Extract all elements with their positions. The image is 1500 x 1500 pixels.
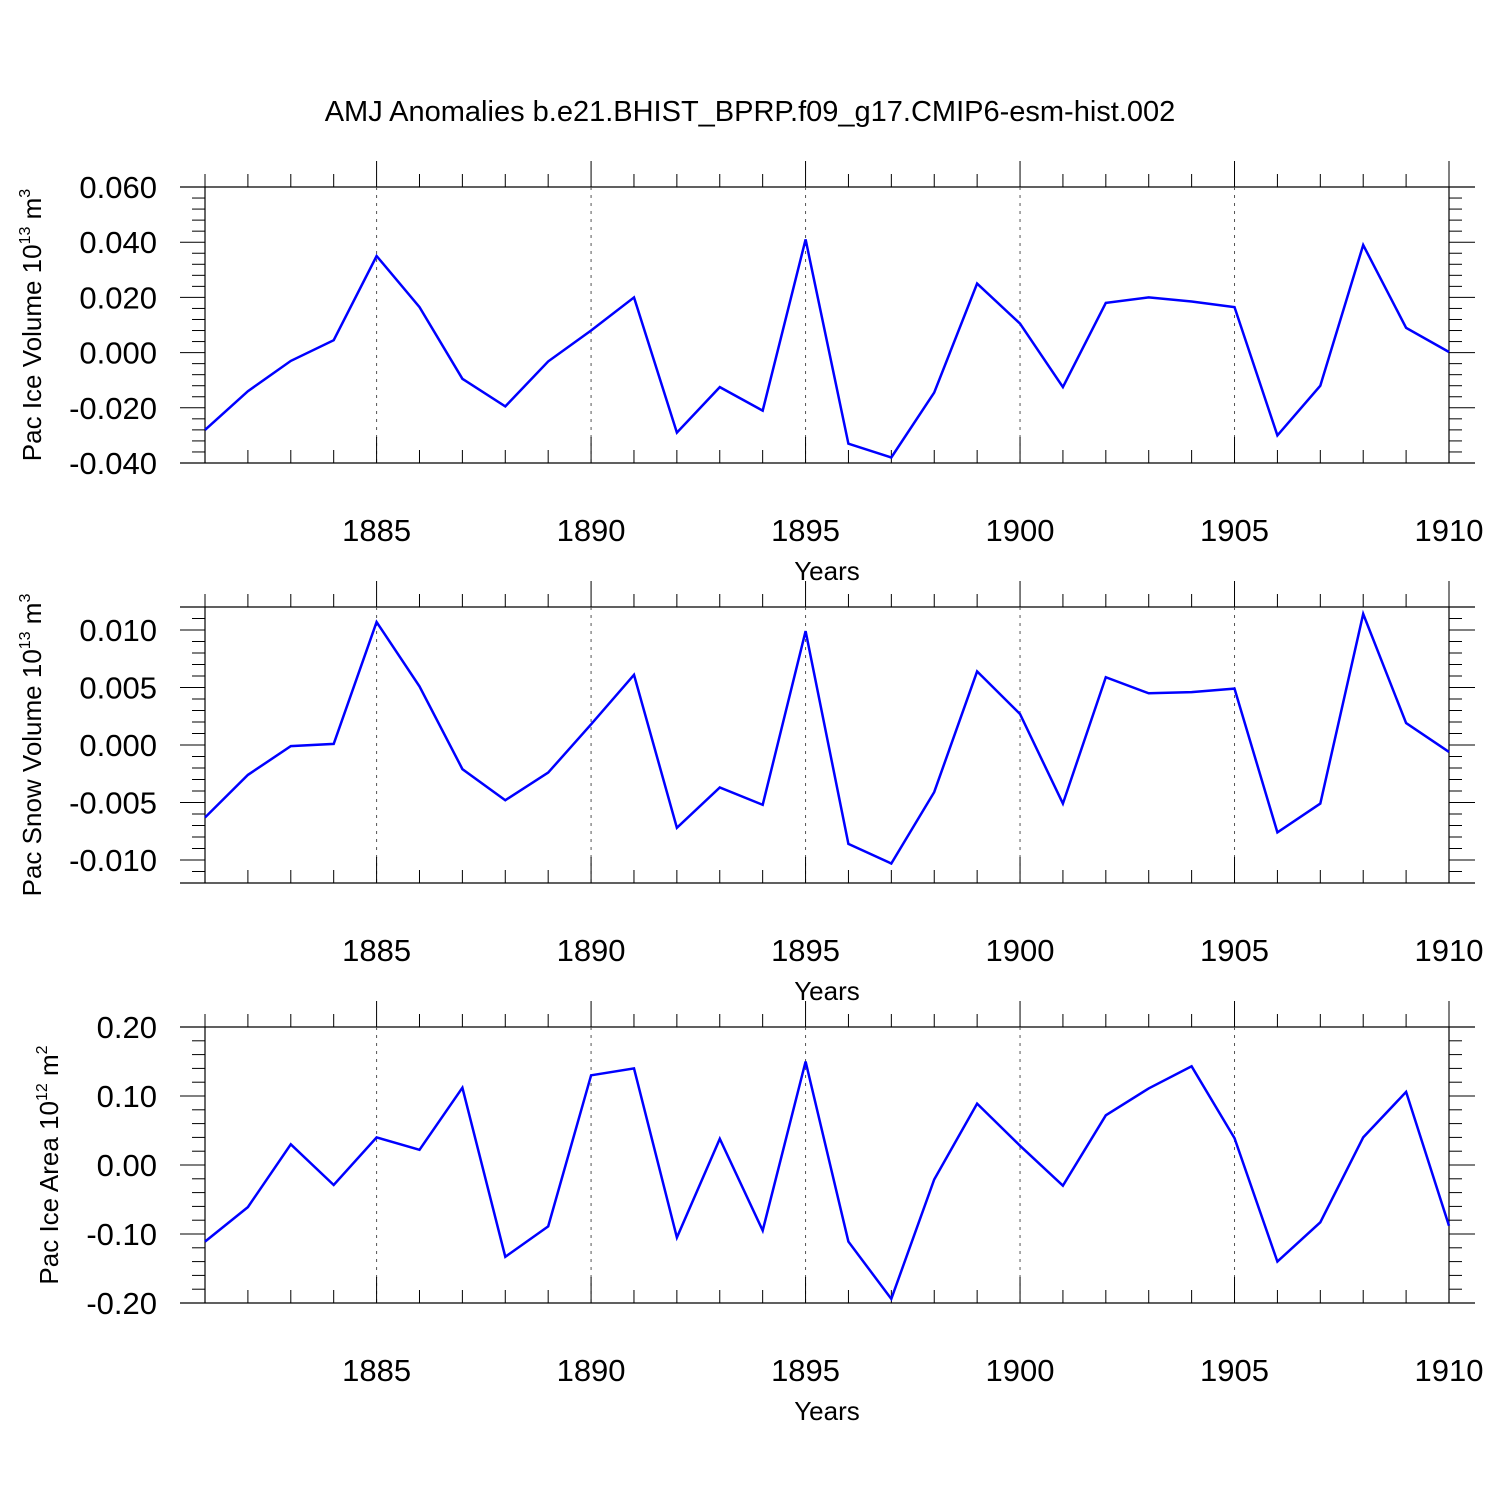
plot3-x-tick-label: 1895 [771,1353,840,1388]
plot2-x-tick-label: 1905 [1200,933,1269,968]
figure-title: AMJ Anomalies b.e21.BHIST_BPRP.f09_g17.C… [324,96,1176,128]
plot1-y-tick-label: -0.040 [69,446,157,481]
plot3-y-tick-label: -0.20 [86,1286,157,1321]
plot3-y-tick-label: -0.10 [86,1217,157,1252]
plot3-x-tick-label: 1905 [1200,1353,1269,1388]
plot2-x-axis-label: Years [794,976,860,1006]
plot1-y-tick-label: 0.040 [79,225,157,260]
plot3-y-axis-label: Pac Ice Area 1012 m2 [34,1045,64,1284]
plot1-y-tick-label: 0.060 [79,170,157,205]
plot3-y-tick-label: 0.10 [97,1079,157,1114]
plot1-x-tick-label: 1900 [986,513,1055,548]
plot3-x-axis-label: Years [794,1396,860,1426]
plot2-series-line [204,609,1450,866]
plot2-y-tick-label: -0.010 [69,843,157,878]
plot3-x-tick-label: 1890 [557,1353,626,1388]
plot2-x-tick-label: 1910 [1415,933,1484,968]
plot1-series-line [204,239,1450,459]
plot3-x-tick-label: 1885 [342,1353,411,1388]
plot2-y-tick-label: 0.000 [79,728,157,763]
plot2-x-tick-label: 1885 [342,933,411,968]
plot1-x-tick-label: 1910 [1415,513,1484,548]
plot3-x-tick-label: 1900 [986,1353,1055,1388]
plot1-y-tick-label: -0.020 [69,391,157,426]
plot2-x-tick-label: 1895 [771,933,840,968]
plot3-x-tick-label: 1910 [1415,1353,1484,1388]
plot1-x-axis-label: Years [794,556,860,586]
plot2-x-tick-label: 1890 [557,933,626,968]
plot2-y-axis-label: Pac Snow Volume 1013 m3 [17,594,47,897]
plot1-x-tick-label: 1890 [557,513,626,548]
plot3-series-line [204,1061,1451,1302]
plot3-y-tick-label: 0.20 [97,1010,157,1045]
plot2-y-tick-label: -0.005 [69,786,157,821]
plot1-y-axis-label: Pac Ice Volume 1013 m3 [17,189,47,462]
plot2-x-tick-label: 1900 [986,933,1055,968]
plot1-x-tick-label: 1885 [342,513,411,548]
plot2-y-tick-label: 0.010 [79,613,157,648]
plot1-y-tick-label: 0.020 [79,280,157,315]
plot3-y-tick-label: 0.00 [97,1148,157,1183]
plot2-y-tick-label: 0.005 [79,671,157,706]
plot1-y-tick-label: 0.000 [79,336,157,371]
plot1-x-tick-label: 1905 [1200,513,1269,548]
plot1-x-tick-label: 1895 [771,513,840,548]
